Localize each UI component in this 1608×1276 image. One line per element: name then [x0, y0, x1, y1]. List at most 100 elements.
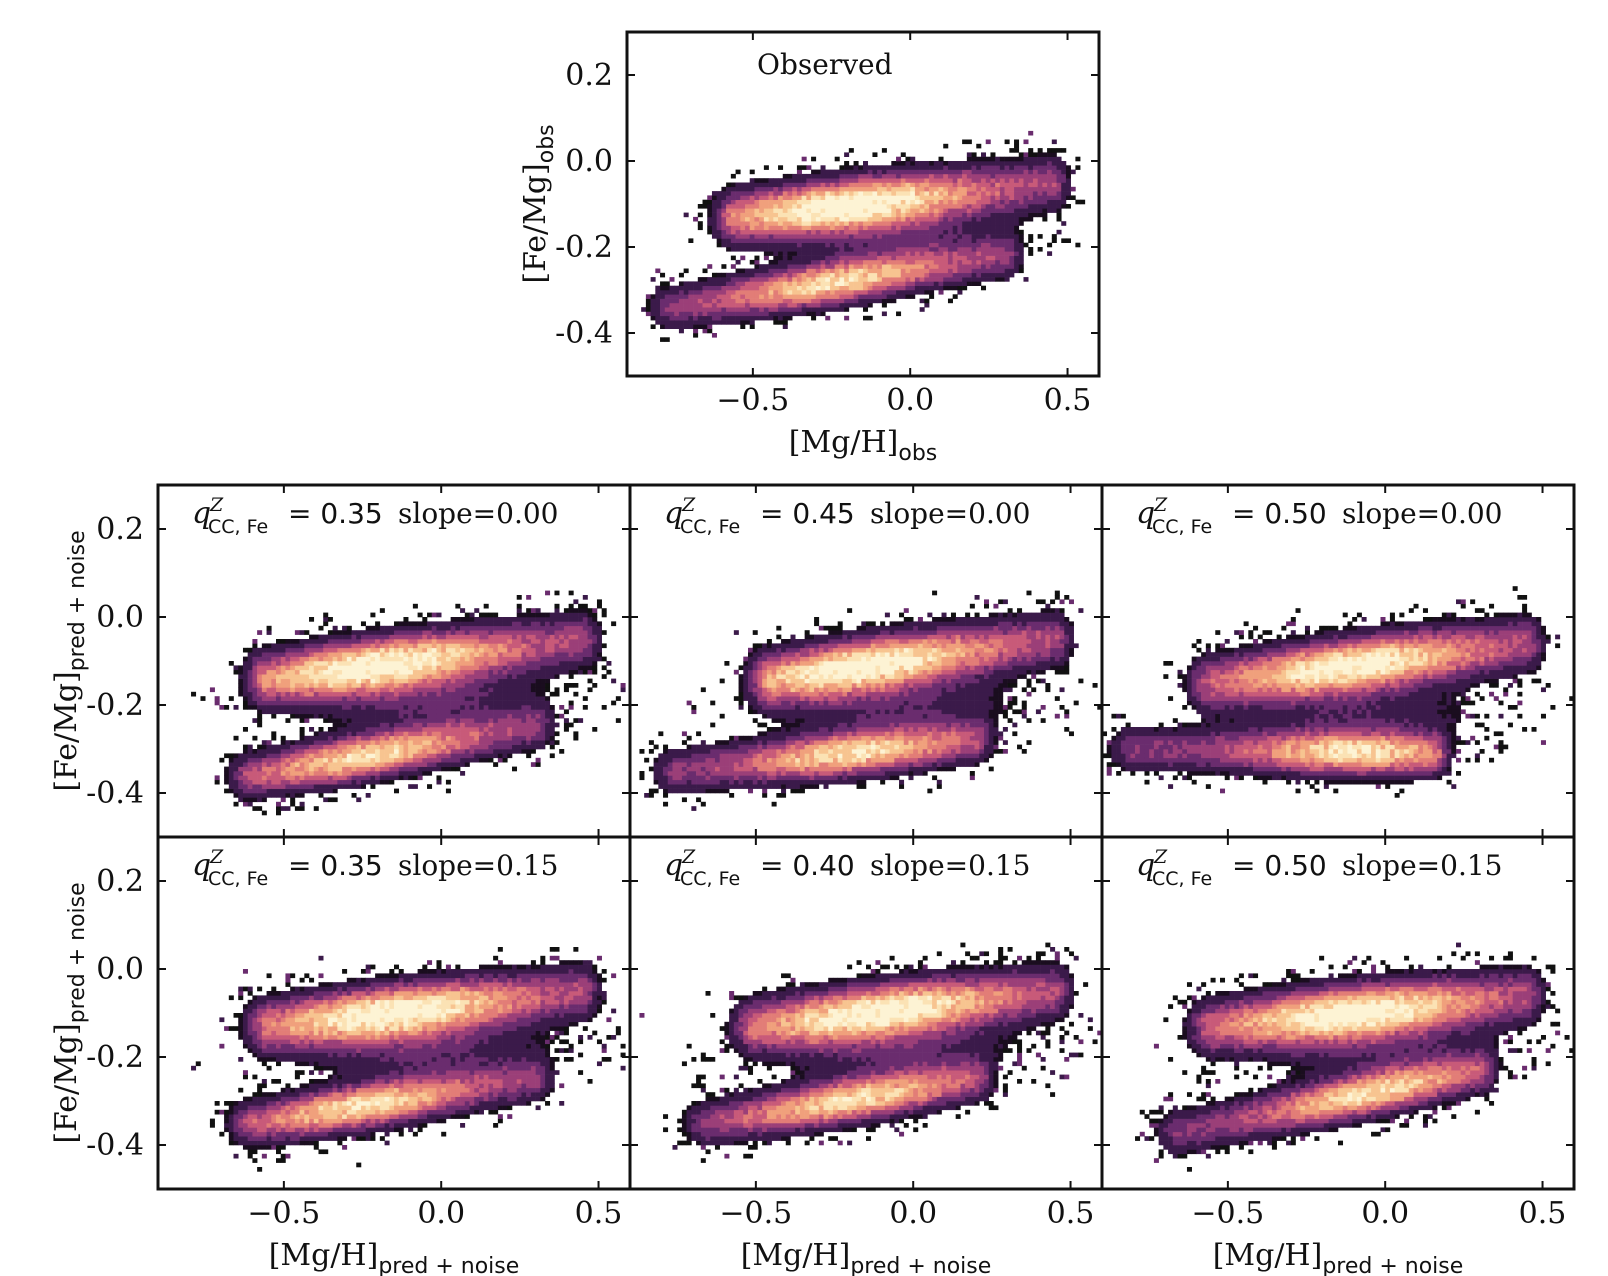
heatmap-cell: [811, 199, 817, 205]
heatmap-cell: [1004, 191, 1010, 196]
heatmap-cell: [952, 169, 958, 175]
heatmap-cell: [896, 186, 902, 192]
heatmap-cell: [261, 652, 267, 657]
heatmap-cell: [436, 753, 442, 759]
heatmap-cell: [938, 199, 944, 205]
heatmap-cell: [261, 757, 267, 763]
heatmap-cell: [460, 665, 466, 671]
heatmap-cell: [431, 731, 437, 737]
heatmap-cell: [375, 705, 381, 710]
heatmap-cell: [867, 285, 873, 291]
heatmap-cell: [872, 165, 878, 170]
heatmap-cell: [881, 208, 887, 213]
heatmap-cell: [408, 709, 414, 715]
heatmap-cell: [488, 674, 494, 679]
heatmap-cell: [521, 740, 527, 745]
heatmap-cell: [493, 718, 499, 723]
heatmap-cell: [427, 753, 433, 759]
heatmap-cell: [398, 749, 404, 754]
heatmap-cell: [981, 242, 987, 248]
heatmap-cell: [271, 713, 277, 719]
heatmap-cell: [351, 665, 357, 671]
heatmap-cell: [450, 665, 456, 671]
heatmap-cell: [530, 608, 536, 613]
heatmap-cell: [924, 290, 930, 295]
heatmap-cell: [431, 661, 437, 666]
heatmap-cell: [853, 285, 859, 291]
heatmap-cell: [763, 268, 769, 274]
heatmap-cell: [346, 757, 352, 763]
heatmap-cell: [323, 617, 329, 622]
heatmap-cell: [304, 639, 310, 644]
heatmap-cell: [445, 634, 451, 640]
heatmap-cell: [801, 229, 807, 235]
heatmap-cell: [384, 762, 390, 767]
heatmap-cell: [1032, 182, 1038, 188]
heatmap-cell: [294, 656, 300, 662]
heatmap-cell: [796, 229, 802, 235]
heatmap-cell: [450, 762, 456, 767]
heatmap-cell: [252, 683, 258, 688]
heatmap-cell: [351, 779, 357, 785]
heatmap-cell: [299, 665, 305, 671]
heatmap-cell: [394, 705, 400, 710]
heatmap-cell: [754, 272, 760, 278]
heatmap-cell: [412, 634, 418, 640]
heatmap-cell: [900, 234, 906, 239]
heatmap-cell: [999, 251, 1005, 256]
heatmap-cell: [947, 186, 953, 192]
heatmap-cell: [436, 612, 442, 618]
heatmap-cell: [507, 639, 513, 644]
heatmap-cell: [394, 722, 400, 728]
heatmap-cell: [981, 156, 987, 162]
heatmap-cell: [422, 656, 428, 662]
heatmap-cell: [976, 216, 982, 222]
heatmap-cell: [318, 744, 324, 750]
heatmap-cell: [394, 669, 400, 675]
heatmap-cell: [412, 749, 418, 754]
heatmap-cell: [801, 165, 807, 170]
heatmap-cell: [806, 191, 812, 196]
heatmap-cell: [877, 290, 883, 295]
heatmap-cell: [976, 272, 982, 278]
heatmap-cell: [412, 731, 418, 737]
heatmap-cell: [422, 696, 428, 701]
heatmap-cell: [455, 625, 461, 631]
heatmap-cell: [323, 744, 329, 750]
heatmap-cell: [375, 709, 381, 715]
heatmap-cell: [1009, 259, 1015, 265]
heatmap-cell: [844, 221, 850, 226]
heatmap-cell: [318, 775, 324, 781]
heatmap-cell: [825, 242, 831, 248]
heatmap-cell: [521, 735, 527, 741]
heatmap-cell: [1056, 229, 1062, 235]
heatmap-cell: [1009, 247, 1015, 252]
heatmap-cell: [309, 656, 315, 662]
heatmap-cell: [313, 687, 319, 693]
heatmap-cell: [512, 625, 518, 631]
heatmap-cell: [502, 709, 508, 715]
heatmap-cell: [834, 156, 840, 162]
heatmap-cell: [792, 234, 798, 239]
heatmap-cell: [384, 727, 390, 732]
heatmap-cell: [266, 784, 272, 789]
heatmap-cell: [914, 264, 920, 269]
heatmap-cell: [450, 639, 456, 644]
heatmap-cell: [445, 639, 451, 644]
heatmap-cell: [707, 212, 713, 218]
heatmap-cell: [403, 639, 409, 644]
heatmap-cell: [1061, 148, 1067, 153]
heatmap-cell: [678, 290, 684, 295]
heatmap-cell: [1042, 178, 1048, 183]
heatmap-cell: [342, 753, 348, 759]
heatmap-cell: [360, 749, 366, 754]
heatmap-cell: [342, 731, 348, 737]
heatmap-cell: [910, 290, 916, 295]
heatmap-cell: [455, 630, 461, 635]
heatmap-cell: [507, 656, 513, 662]
heatmap-cell: [910, 186, 916, 192]
heatmap-cell: [545, 652, 551, 657]
heatmap-cell: [853, 225, 859, 231]
heatmap-cell: [422, 634, 428, 640]
heatmap-cell: [735, 186, 741, 192]
